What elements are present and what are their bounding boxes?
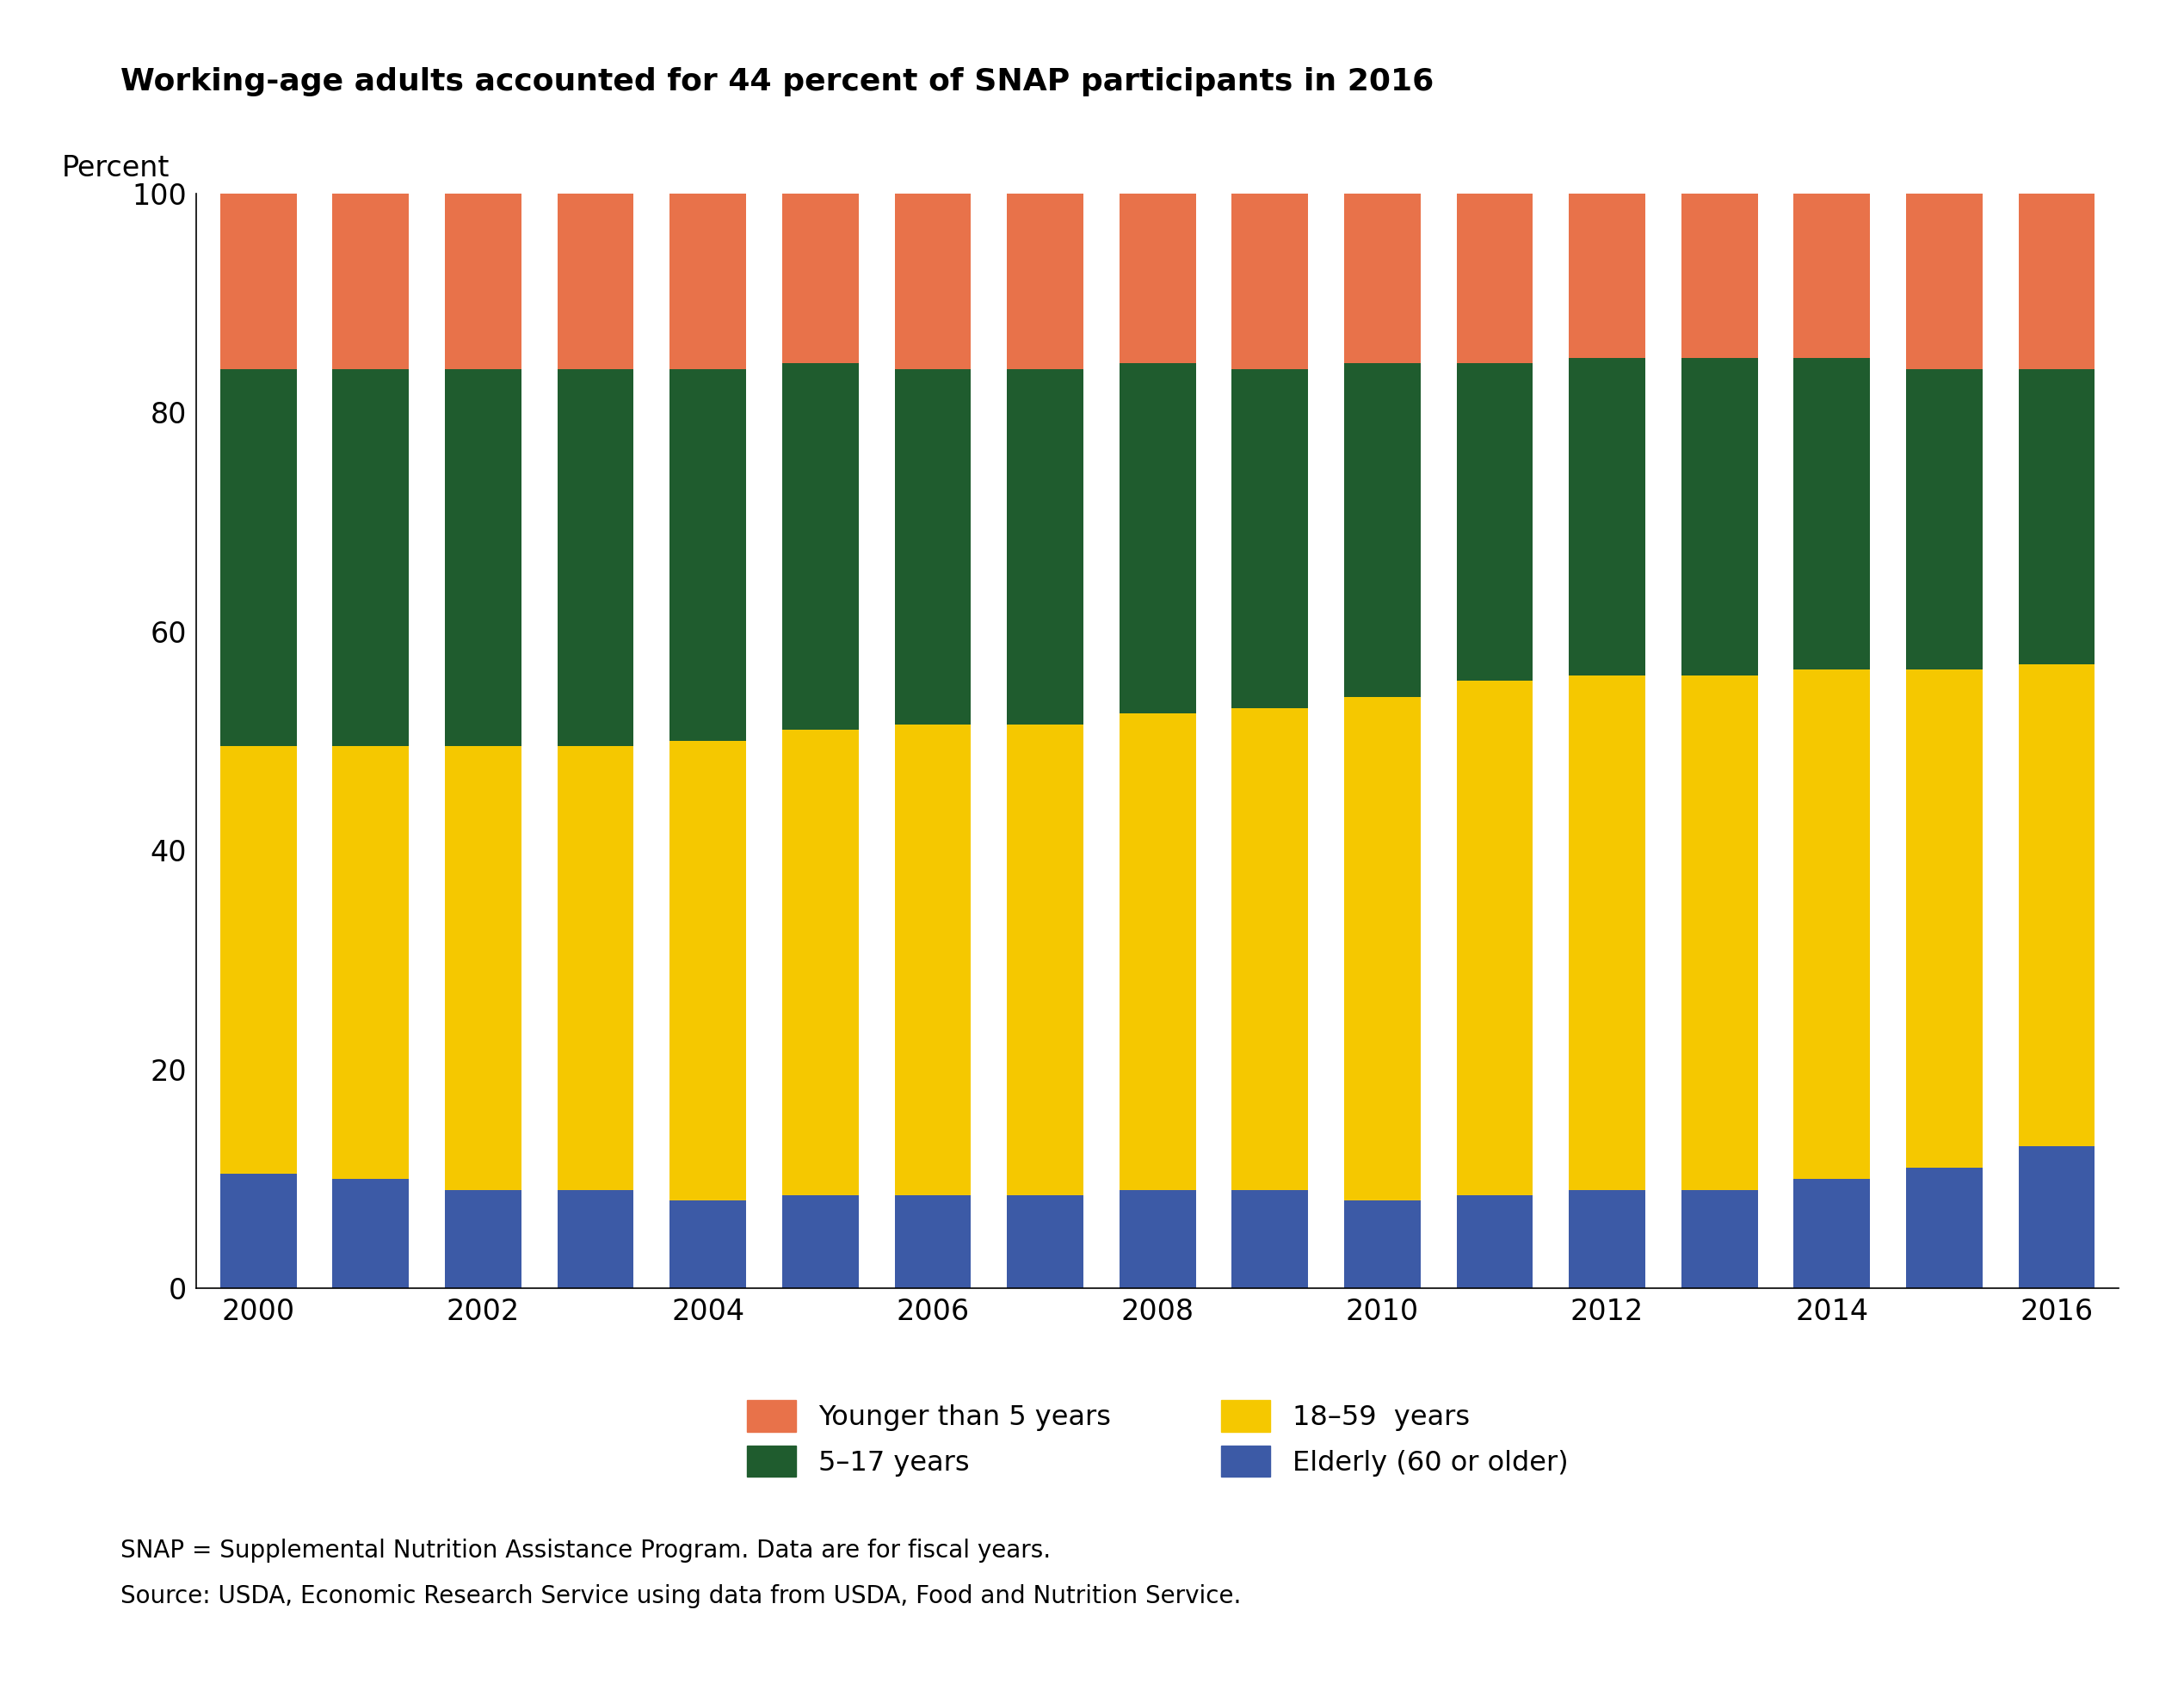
Bar (1793, 670, 1870, 1179)
Bar (1120, 194, 1195, 364)
Legend: Younger than 5 years, 5–17 years, 18–59  years, Elderly (60 or older): Younger than 5 years, 5–17 years, 18–59 … (747, 1399, 1568, 1477)
Bar (1343, 194, 1420, 364)
Bar (332, 369, 408, 746)
Bar (1682, 359, 1758, 675)
Bar (1457, 1196, 1533, 1288)
Bar (1120, 364, 1195, 714)
Bar (1232, 369, 1308, 707)
Bar (557, 194, 633, 369)
Bar (895, 369, 972, 724)
Bar (332, 194, 408, 369)
Bar (1007, 1196, 1083, 1288)
Bar (895, 1196, 972, 1288)
Text: Source: USDA, Economic Research Service using data from USDA, Food and Nutrition: Source: USDA, Economic Research Service … (120, 1585, 1241, 1608)
Bar (2018, 194, 2094, 369)
Bar (782, 731, 858, 1196)
Bar (1343, 697, 1420, 1201)
Text: SNAP = Supplemental Nutrition Assistance Program. Data are for fiscal years.: SNAP = Supplemental Nutrition Assistance… (120, 1539, 1051, 1563)
Bar (221, 1174, 297, 1288)
Bar (895, 724, 972, 1196)
Bar (1007, 369, 1083, 724)
Bar (1682, 1189, 1758, 1288)
Bar (1907, 194, 1983, 369)
Bar (557, 746, 633, 1189)
Bar (1568, 194, 1645, 357)
Bar (1457, 364, 1533, 680)
Bar (670, 741, 747, 1201)
Bar (1793, 357, 1870, 670)
Bar (1568, 1189, 1645, 1288)
Bar (1457, 194, 1533, 364)
Bar (1568, 675, 1645, 1189)
Bar (1682, 194, 1758, 357)
Bar (1457, 680, 1533, 1196)
Bar (1007, 724, 1083, 1196)
Bar (1343, 1201, 1420, 1288)
Bar (557, 369, 633, 746)
Bar (670, 1201, 747, 1288)
Bar (221, 746, 297, 1174)
Bar (1793, 194, 1870, 357)
Bar (1120, 1189, 1195, 1288)
Bar (221, 369, 297, 746)
Bar (1907, 1169, 1983, 1288)
Bar (1007, 194, 1083, 369)
Bar (1682, 675, 1758, 1189)
Bar (1120, 714, 1195, 1189)
Bar (446, 1189, 522, 1288)
Bar (782, 1196, 858, 1288)
Bar (2018, 1145, 2094, 1288)
Bar (782, 364, 858, 731)
Bar (1232, 707, 1308, 1189)
Bar (1907, 670, 1983, 1169)
Bar (895, 194, 972, 369)
Bar (782, 194, 858, 364)
Bar (332, 1179, 408, 1288)
Bar (221, 194, 297, 369)
Bar (1793, 1179, 1870, 1288)
Bar (2018, 369, 2094, 665)
Bar (2018, 665, 2094, 1145)
Text: Percent: Percent (61, 155, 170, 184)
Bar (1232, 1189, 1308, 1288)
Bar (446, 746, 522, 1189)
Text: Working-age adults accounted for 44 percent of SNAP participants in 2016: Working-age adults accounted for 44 perc… (120, 67, 1433, 96)
Bar (446, 369, 522, 746)
Bar (670, 369, 747, 741)
Bar (670, 194, 747, 369)
Bar (557, 1189, 633, 1288)
Bar (1343, 364, 1420, 697)
Bar (332, 746, 408, 1179)
Bar (1232, 194, 1308, 369)
Bar (1907, 369, 1983, 670)
Bar (1568, 359, 1645, 675)
Bar (446, 194, 522, 369)
